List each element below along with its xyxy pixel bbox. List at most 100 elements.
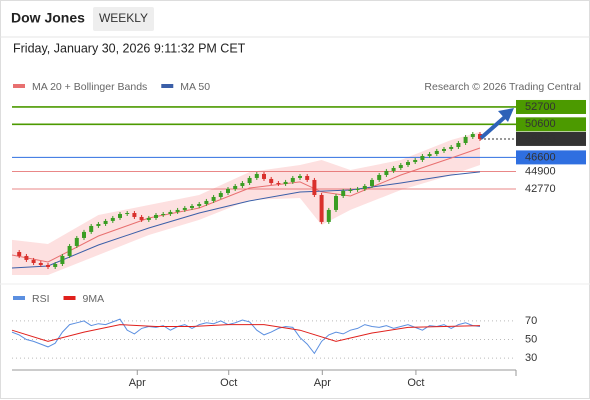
x-tick-label: Oct: [220, 377, 237, 389]
candle: [305, 175, 310, 180]
candle: [370, 179, 374, 186]
candle: [298, 175, 302, 178]
candle: [211, 196, 216, 201]
candle: [132, 213, 137, 217]
candle: [442, 148, 446, 151]
timeframe-badge: WEEKLY: [99, 11, 148, 25]
candle: [182, 207, 187, 210]
level-label: 52700: [525, 101, 556, 113]
candle: [38, 263, 43, 265]
datetime: Friday, January 30, 2026 9:11:32 PM CET: [13, 41, 246, 55]
candle: [96, 223, 101, 226]
level-box: [516, 150, 586, 165]
level-label: 48833: [525, 133, 556, 145]
candle: [103, 220, 108, 224]
legend-label: MA 20 + Bollinger Bands: [32, 81, 147, 93]
candle: [254, 174, 259, 178]
candle: [218, 193, 223, 197]
x-tick-label: Apr: [314, 377, 331, 389]
candle: [290, 177, 295, 182]
candle: [161, 213, 166, 215]
candle: [17, 252, 22, 256]
y-tick-label: 70: [525, 315, 537, 327]
candle: [391, 167, 396, 171]
candle: [197, 203, 202, 206]
candle: [283, 181, 288, 185]
candle: [355, 188, 360, 190]
candle: [190, 205, 194, 208]
credit: Research © 2026 Trading Central: [424, 81, 581, 93]
level-box: [516, 131, 586, 146]
level-box: [516, 117, 586, 132]
candle: [334, 195, 338, 210]
candle: [46, 264, 50, 267]
moving-average: [11, 171, 481, 269]
legend-swatch: [161, 84, 174, 88]
legend-swatch: [13, 84, 25, 88]
candle: [24, 255, 29, 260]
indicator-line: [11, 324, 481, 342]
candle: [427, 154, 432, 156]
candle: [463, 136, 468, 144]
candle: [262, 174, 266, 179]
candle: [413, 159, 418, 163]
candle: [312, 179, 317, 195]
candle: [377, 174, 382, 180]
candle: [233, 185, 238, 189]
candle: [74, 237, 79, 246]
bollinger-band: [12, 131, 480, 275]
candle: [326, 209, 331, 222]
candle: [82, 231, 86, 238]
instrument-title: Dow Jones: [11, 10, 85, 26]
candle: [456, 143, 461, 147]
candle: [226, 188, 230, 194]
y-tick-label: 30: [525, 352, 537, 364]
candle: [118, 213, 122, 218]
badge-bg: [93, 7, 154, 31]
candle: [31, 259, 36, 264]
candle: [175, 209, 180, 212]
candle: [420, 155, 425, 160]
candle: [384, 170, 389, 175]
level-label: 44900: [525, 165, 556, 177]
legend-label: 9MA: [83, 293, 105, 305]
candle: [247, 177, 252, 184]
level-label: 50600: [525, 118, 556, 130]
trend-arrow: [479, 114, 508, 140]
candle: [269, 178, 274, 184]
legend-label: MA 50: [180, 81, 210, 93]
candle: [362, 185, 367, 189]
candle: [67, 245, 72, 256]
candle: [60, 255, 65, 264]
candle: [276, 183, 281, 185]
moving-average: [11, 147, 481, 263]
candle: [341, 190, 346, 196]
candle: [154, 214, 158, 218]
legend-swatch: [63, 296, 76, 300]
x-tick-label: Oct: [407, 377, 424, 389]
level-label: 42770: [525, 183, 556, 195]
candle: [125, 213, 130, 215]
candle: [240, 183, 245, 186]
x-tick-label: Apr: [129, 377, 146, 389]
trend-arrow-head: [498, 108, 514, 122]
candle: [449, 146, 454, 149]
candle: [398, 164, 403, 168]
candle: [470, 134, 475, 137]
level-box: [516, 99, 586, 114]
candle: [348, 189, 353, 191]
candle: [139, 216, 144, 220]
candle: [53, 263, 58, 267]
legend-label: RSI: [32, 293, 50, 305]
y-tick-label: 50: [525, 333, 537, 345]
indicator-line: [11, 318, 481, 355]
candle: [204, 200, 209, 204]
candle: [319, 194, 324, 222]
candle: [110, 217, 115, 221]
candle: [168, 211, 173, 214]
candle: [434, 150, 439, 155]
candle: [89, 225, 94, 232]
candle: [146, 217, 151, 220]
